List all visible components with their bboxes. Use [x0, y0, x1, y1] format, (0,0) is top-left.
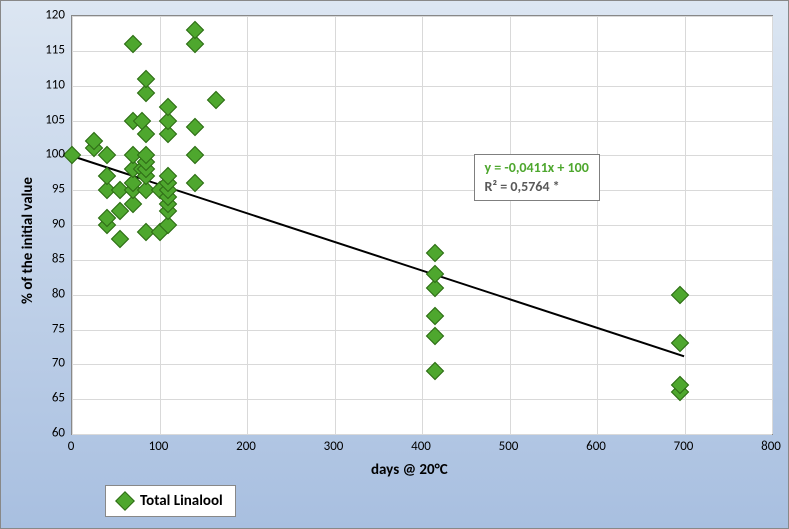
- gridline-vertical: [510, 16, 511, 434]
- data-point: [185, 146, 203, 164]
- y-tick-label: 105: [25, 112, 65, 127]
- y-tick-label: 110: [25, 77, 65, 92]
- gridline-vertical: [247, 16, 248, 434]
- x-tick-label: 600: [576, 439, 616, 454]
- gridline-vertical: [422, 16, 423, 434]
- y-tick-label: 120: [25, 8, 65, 23]
- x-tick-label: 500: [489, 439, 529, 454]
- data-point: [185, 21, 203, 39]
- y-tick-label: 90: [25, 217, 65, 232]
- y-tick-label: 115: [25, 42, 65, 57]
- x-tick-label: 400: [401, 439, 441, 454]
- chart-container: % of the initial value days @ 20°C Total…: [0, 0, 789, 529]
- gridline-vertical: [72, 16, 73, 434]
- x-tick-label: 200: [226, 439, 266, 454]
- y-tick-label: 100: [25, 147, 65, 162]
- equation-formula: y = -0,0411x + 100: [485, 159, 589, 177]
- gridline-horizontal: [72, 434, 772, 435]
- data-point: [426, 306, 444, 324]
- gridline-vertical: [685, 16, 686, 434]
- data-point: [207, 90, 225, 108]
- x-tick-label: 700: [664, 439, 704, 454]
- y-tick-label: 80: [25, 286, 65, 301]
- y-tick-label: 65: [25, 391, 65, 406]
- data-point: [671, 285, 689, 303]
- y-tick-label: 85: [25, 251, 65, 266]
- gridline-vertical: [335, 16, 336, 434]
- data-point: [111, 230, 129, 248]
- x-tick-label: 300: [314, 439, 354, 454]
- data-point: [671, 334, 689, 352]
- data-point: [159, 97, 177, 115]
- gridline-vertical: [597, 16, 598, 434]
- legend: Total Linalool: [105, 485, 236, 517]
- data-point: [63, 146, 81, 164]
- legend-marker-icon: [115, 491, 135, 511]
- y-tick-label: 75: [25, 321, 65, 336]
- x-tick-label: 100: [139, 439, 179, 454]
- gridline-vertical: [772, 16, 773, 434]
- x-tick-label: 800: [751, 439, 789, 454]
- plot-area: [71, 15, 773, 435]
- x-axis-label: days @ 20°C: [371, 461, 448, 479]
- legend-label: Total Linalool: [140, 492, 223, 510]
- equation-r2: R² = 0,5764 *: [485, 178, 589, 196]
- x-tick-label: 0: [51, 439, 91, 454]
- data-point: [426, 265, 444, 283]
- equation-box: y = -0,0411x + 100R² = 0,5764 *: [474, 154, 600, 200]
- y-tick-label: 70: [25, 356, 65, 371]
- y-tick-label: 95: [25, 182, 65, 197]
